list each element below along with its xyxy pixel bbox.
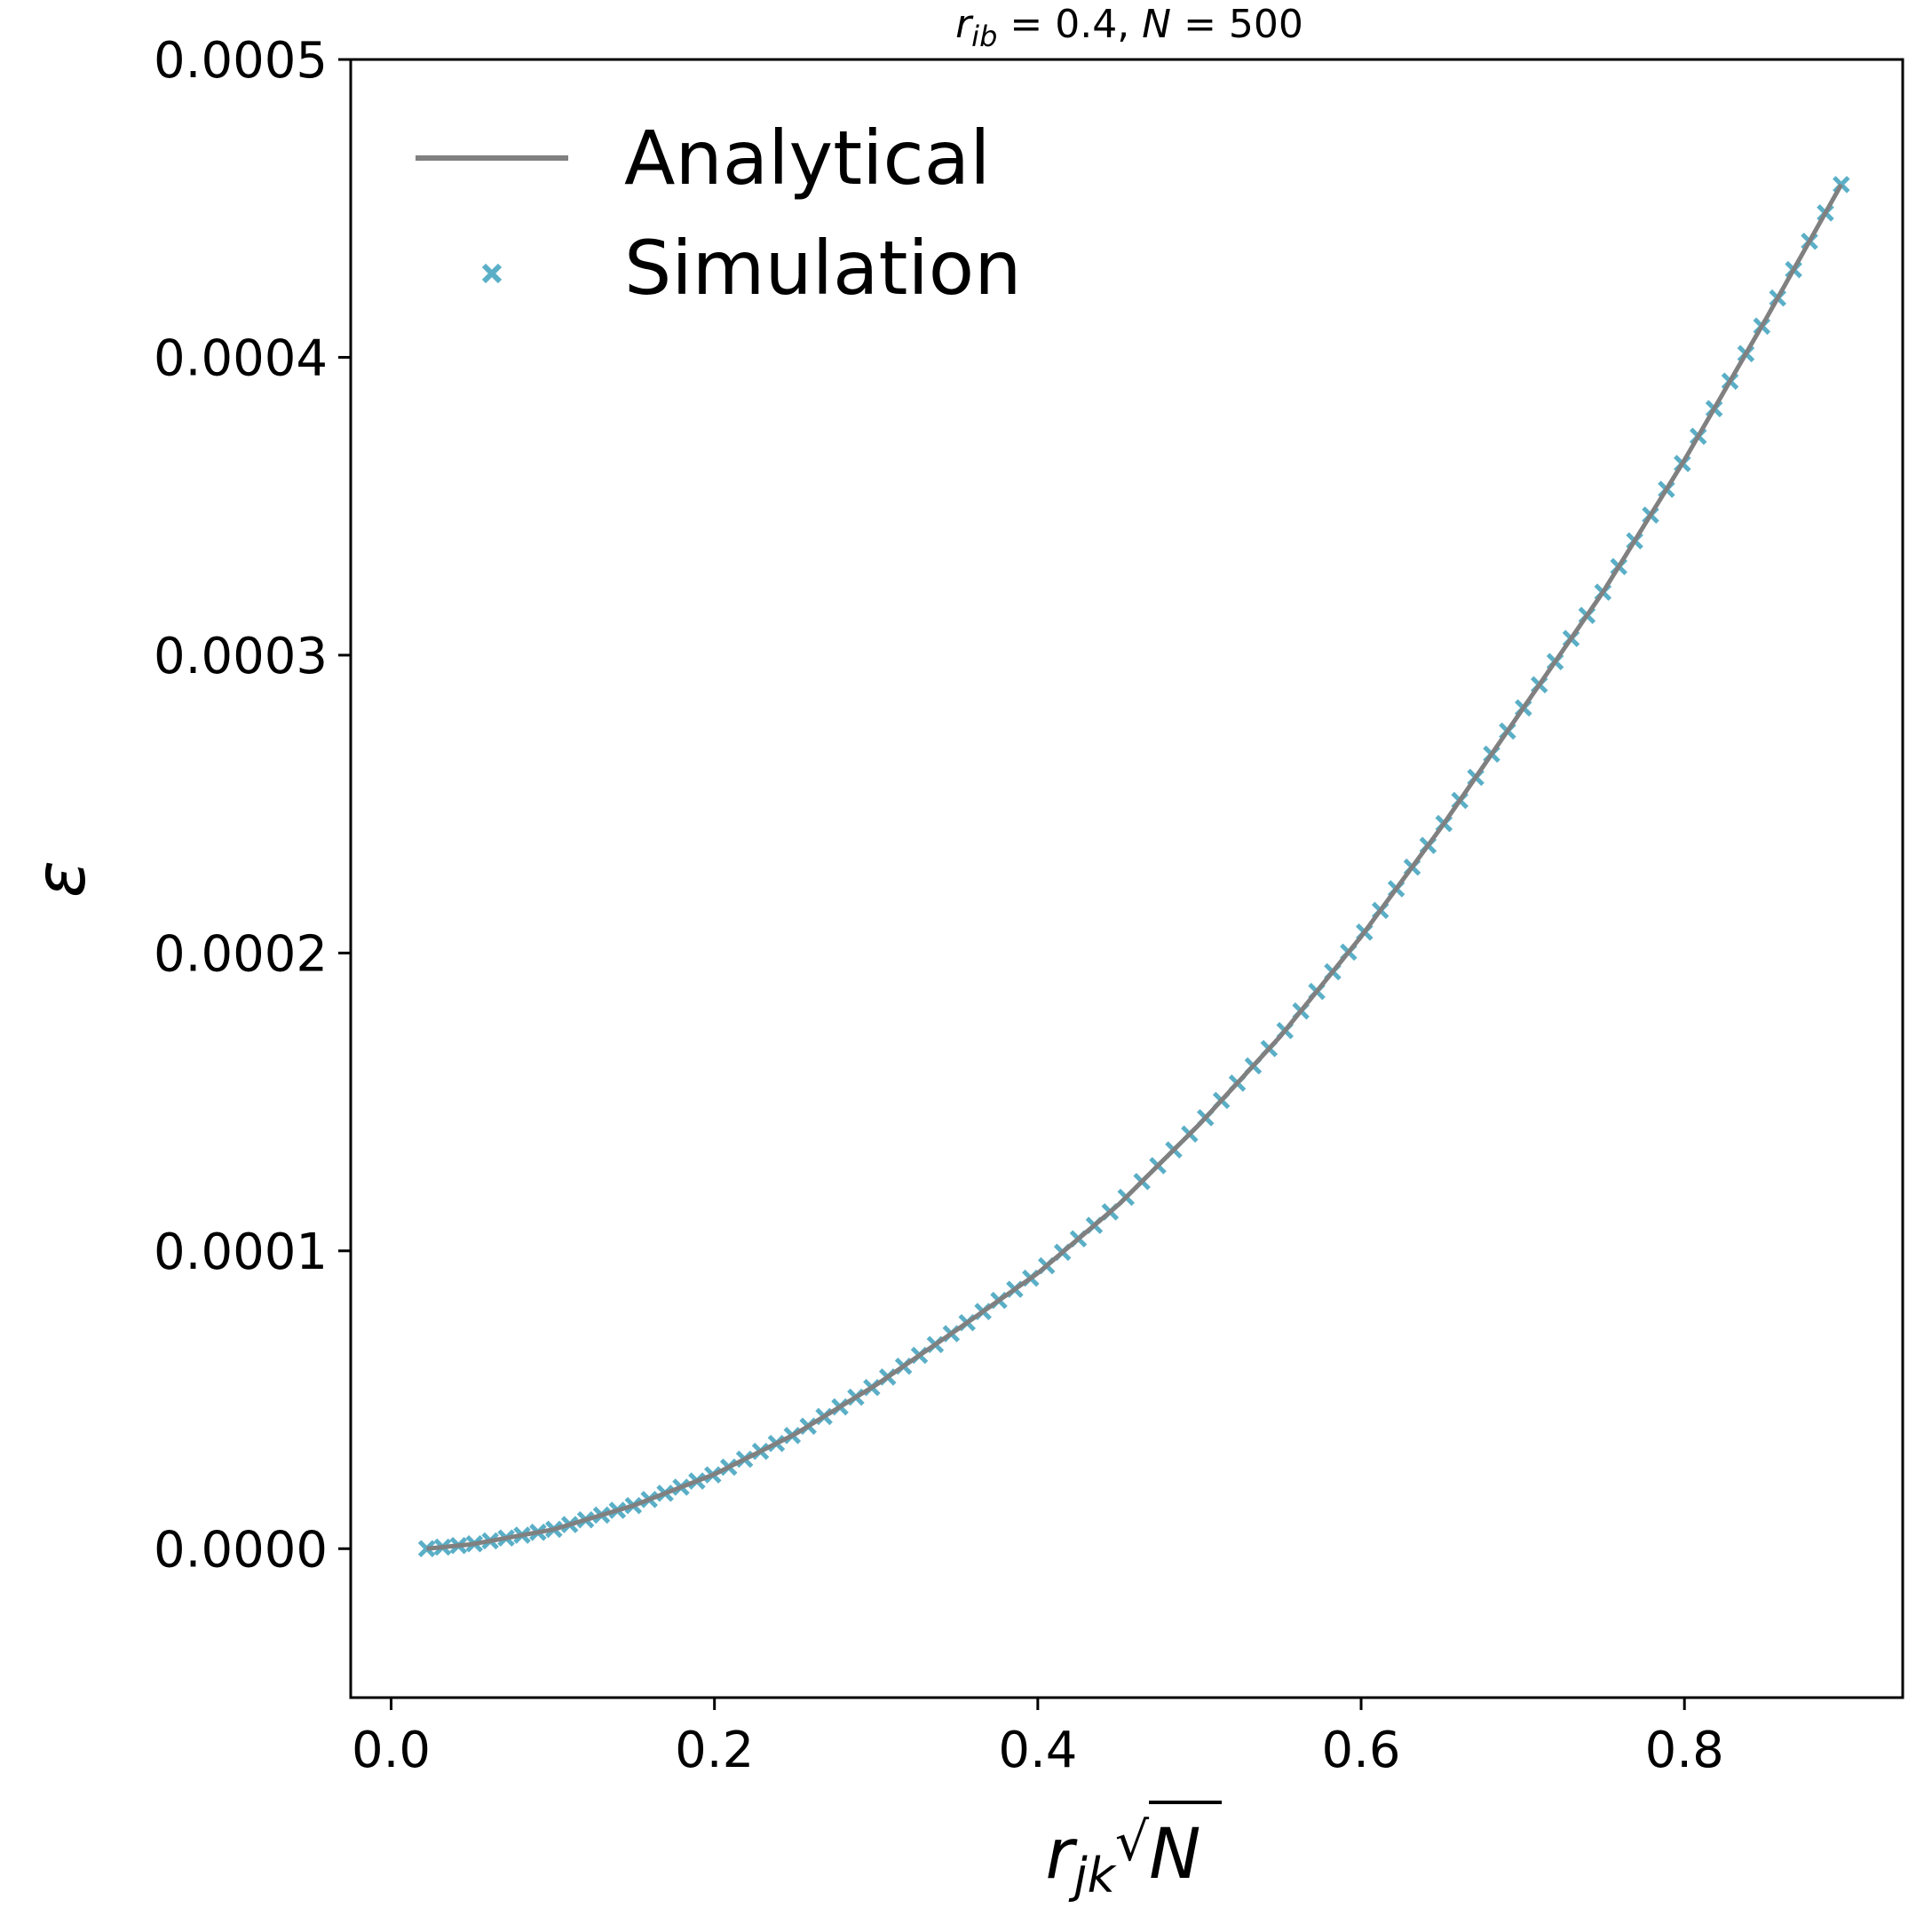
y-axis: 0.0000 0.0001 0.0002 0.0003 0.0004 0.0005 [154,32,351,1579]
legend-simulation-label: Simulation [624,225,1021,312]
x-tick-label: 0.2 [675,1722,754,1779]
legend: Analytical Simulation [416,115,1021,312]
y-tick-label: 0.0002 [154,925,328,983]
plot-area [417,176,1850,1558]
y-tick-label: 0.0005 [154,32,328,90]
legend-analytical-label: Analytical [624,115,991,202]
x-tick-label: 0.0 [352,1722,431,1779]
y-tick-label: 0.0000 [154,1521,328,1579]
y-axis-label: ε [21,860,101,898]
legend-simulation-marker [481,263,503,284]
x-axis-label: rjk√N [1046,1811,1201,1904]
axes-frame [349,58,1904,1699]
chart-title: rib = 0.4, N = 500 [955,2,1303,53]
x-tick-label: 0.4 [998,1722,1077,1779]
x-tick-label: 0.6 [1321,1722,1400,1779]
simulation-point [417,1540,436,1558]
y-tick-label: 0.0001 [154,1223,328,1281]
analytical-line [426,183,1843,1551]
y-tick-label: 0.0003 [154,628,328,685]
x-axis: 0.0 0.2 0.4 0.6 0.8 [352,1698,1724,1779]
y-tick-label: 0.0004 [154,329,328,387]
x-tick-label: 0.8 [1645,1722,1724,1779]
